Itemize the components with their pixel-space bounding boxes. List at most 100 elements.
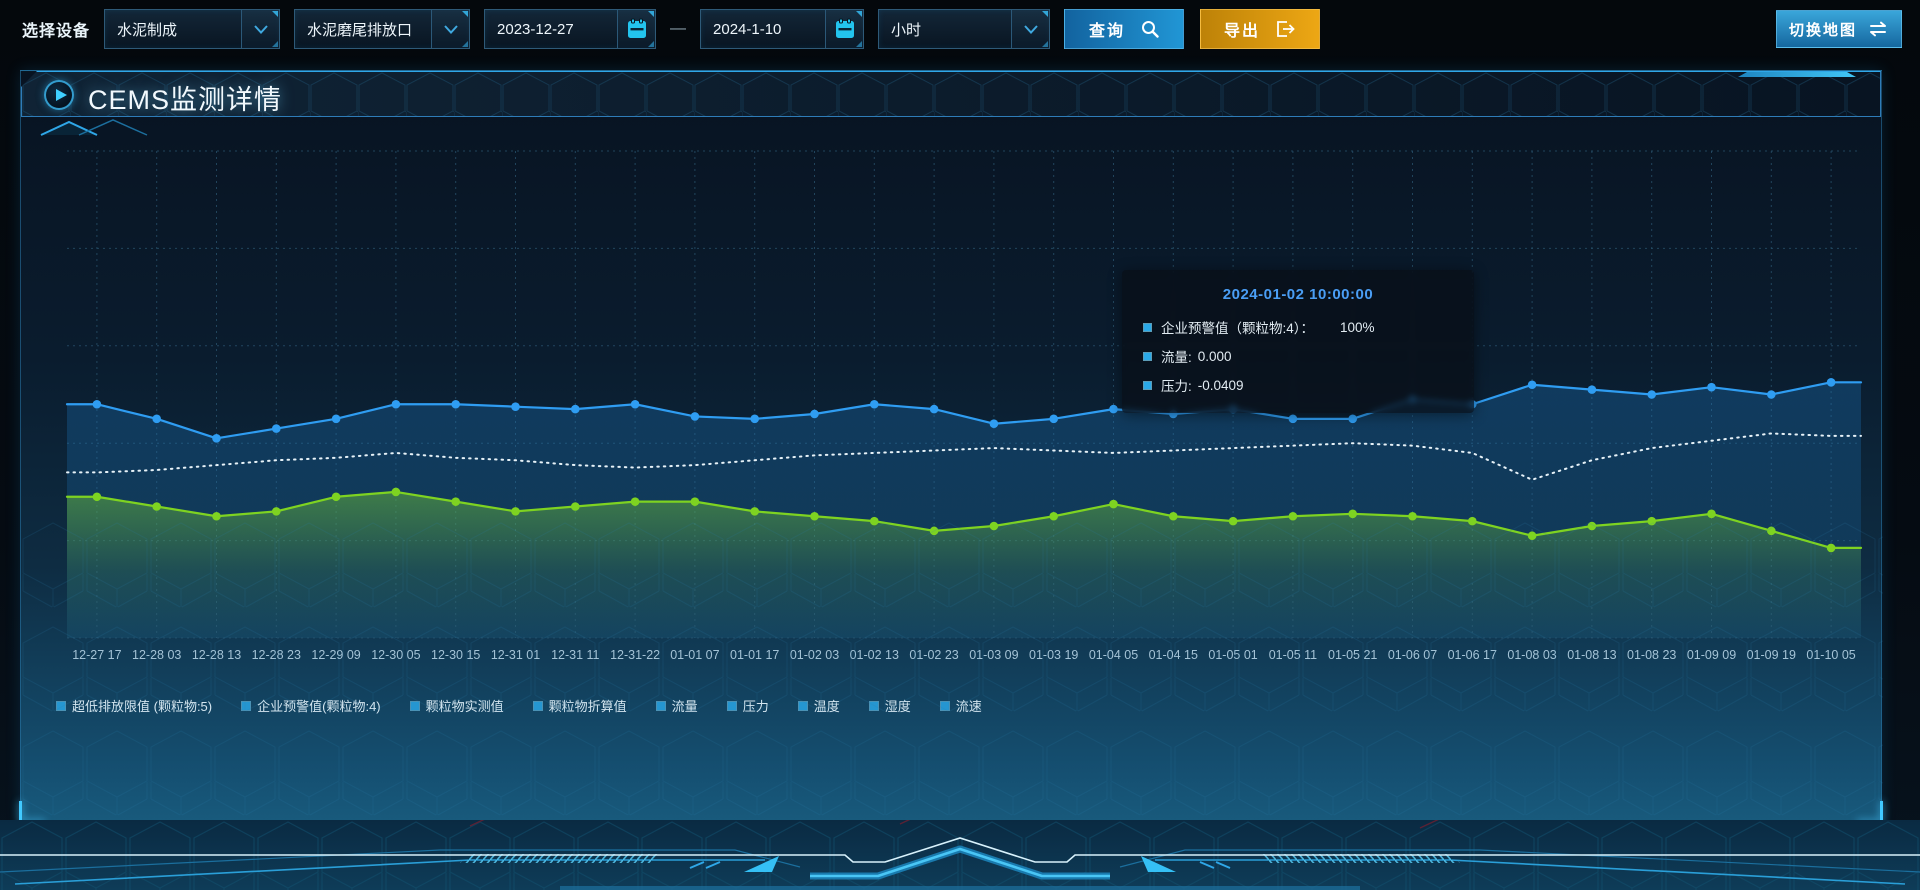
series-marker-icon (1143, 380, 1152, 390)
legend-marker-icon (655, 700, 666, 711)
legend-item-label: 企业预警值(颗粒物:4) (257, 699, 381, 714)
play-icon[interactable] (44, 80, 74, 110)
device-select-value: 水泥制成 (117, 21, 178, 39)
series-marker-icon (1143, 322, 1152, 332)
svg-text:01-09 19: 01-09 19 (1747, 648, 1796, 662)
series-line-series-white-dotted (66, 432, 1862, 481)
query-button[interactable]: 查询 (1064, 9, 1185, 49)
legend-item-label: 压力 (742, 699, 769, 714)
end-date-input[interactable]: 2024-1-10 (700, 9, 865, 49)
calendar-icon[interactable] (617, 10, 656, 48)
tooltip-value: 0.000 (1197, 348, 1232, 364)
svg-text:12-31 11: 12-31 11 (551, 648, 599, 662)
legend-item[interactable]: 流量 (655, 696, 698, 715)
legend-marker-icon (241, 700, 252, 711)
svg-text:12-28 13: 12-28 13 (192, 648, 241, 662)
legend-marker-icon (726, 700, 737, 711)
switch-map-button-label: 切换地图 (1788, 21, 1857, 39)
svg-text:01-08 03: 01-08 03 (1507, 648, 1556, 662)
svg-text:12-30 15: 12-30 15 (431, 648, 480, 662)
svg-text:01-06 07: 01-06 07 (1388, 648, 1437, 662)
device-select-label: 选择设备 (22, 23, 91, 40)
legend-marker-icon (409, 700, 420, 711)
switch-map-button[interactable]: 切换地图 (1776, 10, 1902, 48)
chart-tooltip: 2024-01-02 10:00:00 企业预警值（颗粒物:4）： 100% 流… (1122, 270, 1474, 413)
svg-text:01-04 05: 01-04 05 (1089, 648, 1138, 662)
svg-text:01-08 23: 01-08 23 (1627, 648, 1676, 662)
legend-item-label: 超低排放限值 (颗粒物:5) (72, 699, 213, 714)
device-select[interactable]: 水泥制成 (104, 9, 281, 49)
legend-marker-icon (532, 700, 543, 711)
legend-item[interactable]: 湿度 (868, 696, 911, 715)
series-line-series-blue (65, 381, 1863, 440)
header-accent-bar (1738, 72, 1856, 77)
svg-text:01-02 03: 01-02 03 (790, 648, 839, 662)
toolbar: 选择设备 水泥制成 水泥磨尾排放口 2023-12-27 (0, 0, 1920, 58)
outlet-select[interactable]: 水泥磨尾排放口 (294, 9, 471, 49)
legend-marker-icon (939, 700, 950, 711)
chevron-down-icon[interactable] (431, 10, 470, 48)
svg-text:01-05 11: 01-05 11 (1269, 648, 1317, 662)
outlet-select-value: 水泥磨尾排放口 (307, 21, 413, 39)
tooltip-row: 流量: 0.000 (1143, 346, 1452, 366)
svg-text:12-29 09: 12-29 09 (311, 648, 360, 662)
date-range-separator: — (670, 20, 687, 37)
granularity-select[interactable]: 小时 (878, 9, 1051, 49)
tooltip-row: 企业预警值（颗粒物:4）： 100% (1143, 317, 1452, 337)
svg-text:01-04 15: 01-04 15 (1149, 648, 1198, 662)
tooltip-row: 压力: -0.0409 (1143, 375, 1452, 395)
chevron-down-icon[interactable] (241, 10, 280, 48)
start-date-input[interactable]: 2023-12-27 (484, 9, 657, 49)
legend-item[interactable]: 流速 (939, 696, 982, 715)
panel-header: CEMS监测详情 (21, 71, 1881, 117)
monitoring-panel: CEMS监测详情 12-27 17 (19, 70, 1883, 823)
svg-text:01-01 17: 01-01 17 (730, 648, 779, 662)
tooltip-value: 100% (1340, 319, 1375, 335)
legend-item[interactable]: 颗粒物实测值 (409, 696, 504, 715)
svg-text:12-28 03: 12-28 03 (132, 648, 181, 662)
svg-text:12-27 17: 12-27 17 (72, 648, 121, 662)
export-icon (1277, 21, 1295, 37)
tooltip-label: 压力: (1161, 379, 1192, 394)
legend-item[interactable]: 温度 (797, 696, 840, 715)
search-icon (1142, 21, 1159, 38)
svg-text:01-05 21: 01-05 21 (1328, 648, 1377, 662)
legend-item-label: 温度 (813, 699, 840, 714)
export-button[interactable]: 导出 (1200, 9, 1321, 49)
legend-item[interactable]: 压力 (726, 696, 769, 715)
chart-area: 12-27 17 12-28 03 12-28 13 12-28 23 12-29 09… (21, 131, 1883, 681)
legend-item[interactable]: 超低排放限值 (颗粒物:5) (56, 696, 213, 715)
svg-text:12-31-22: 12-31-22 (610, 648, 660, 662)
legend-marker-icon (868, 700, 879, 711)
x-axis-labels: 12-27 17 12-28 03 12-28 13 12-28 23 12-29 09… (72, 648, 1856, 662)
svg-text:01-01 07: 01-01 07 (670, 648, 719, 662)
legend-marker-icon (56, 700, 66, 711)
calendar-icon[interactable] (825, 10, 864, 48)
tooltip-timestamp: 2024-01-02 10:00:00 (1222, 286, 1374, 303)
svg-text:01-03 09: 01-03 09 (969, 648, 1018, 662)
series-marker-icon (1143, 351, 1152, 361)
chevron-down-icon[interactable] (1011, 10, 1050, 48)
legend-item-label: 颗粒物折算值 (548, 699, 627, 714)
header-chevron-decoration (40, 119, 148, 136)
legend-item-label: 颗粒物实测值 (425, 699, 504, 714)
legend-item[interactable]: 企业预警值(颗粒物:4) (241, 696, 381, 715)
legend-item-label: 流速 (955, 699, 982, 714)
svg-text:01-02 13: 01-02 13 (850, 648, 899, 662)
svg-text:01-09 09: 01-09 09 (1687, 648, 1736, 662)
chart-legend: 超低排放限值 (颗粒物:5) 企业预警值(颗粒物:4) 颗粒物实测值 颗粒物折算值 流量… (56, 696, 982, 715)
export-button-label: 导出 (1224, 23, 1261, 40)
tooltip-label: 企业预警值（颗粒物:4）： (1161, 321, 1315, 336)
granularity-select-value: 小时 (891, 21, 922, 39)
svg-text:01-02 23: 01-02 23 (909, 648, 958, 662)
svg-text:01-06 17: 01-06 17 (1448, 648, 1497, 662)
svg-text:12-28 23: 12-28 23 (252, 648, 301, 662)
legend-item-label: 流量 (671, 699, 698, 714)
legend-item[interactable]: 颗粒物折算值 (532, 696, 627, 715)
footer-decoration (0, 820, 1920, 890)
query-button-label: 查询 (1089, 23, 1126, 40)
panel-title: CEMS监测详情 (88, 85, 283, 115)
cems-chart[interactable]: 12-27 17 12-28 03 12-28 13 12-28 23 12-29 09… (21, 131, 1883, 676)
tooltip-label: 流量: (1161, 350, 1192, 365)
